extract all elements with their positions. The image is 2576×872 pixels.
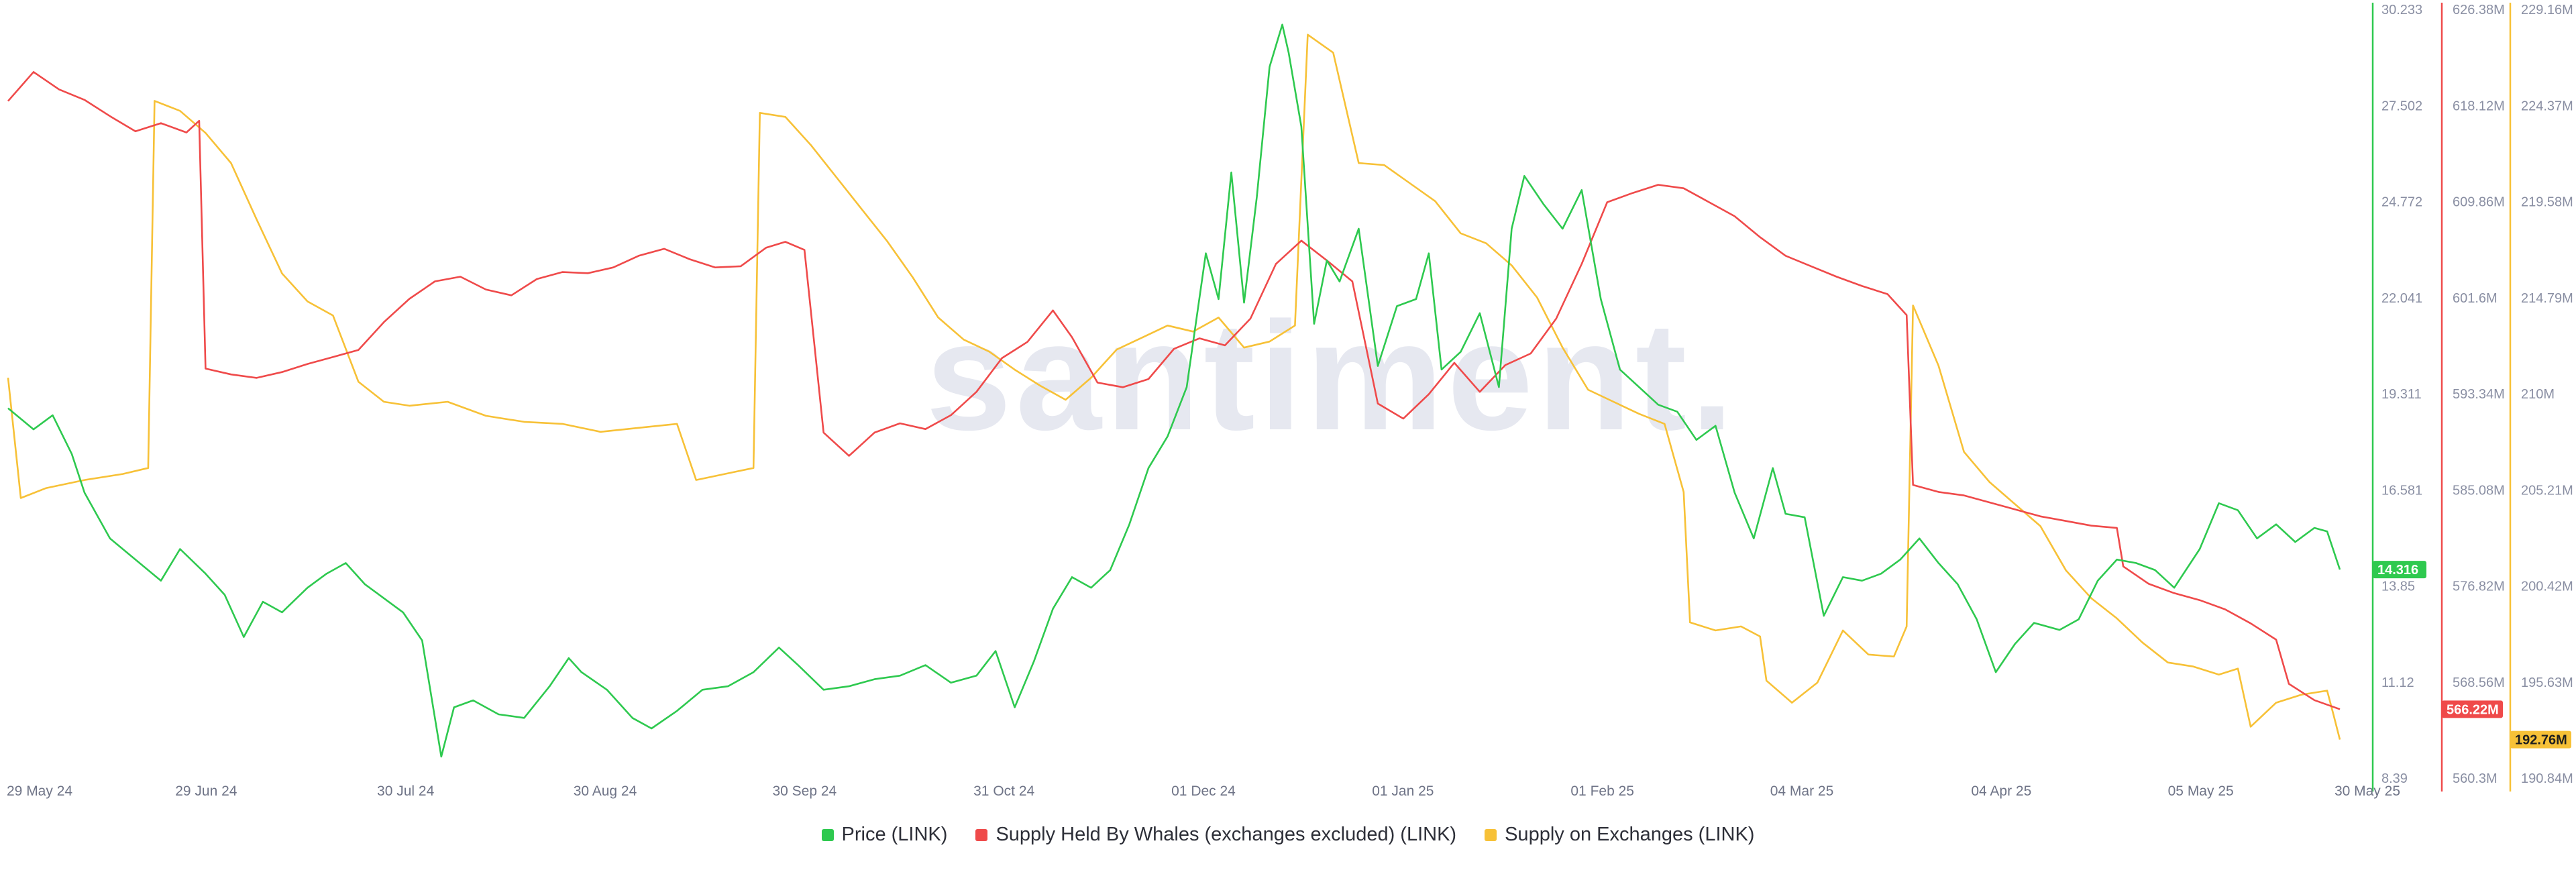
legend-swatch-exchanges: [1485, 828, 1497, 841]
ytick-price: 8.39: [2381, 771, 2408, 786]
badge-price: [2373, 561, 2426, 579]
ytick-exchanges: 210M: [2521, 387, 2555, 402]
ytick-whales: 601.6M: [2453, 291, 2498, 306]
ytick-exchanges: 219.58M: [2521, 195, 2573, 210]
legend: Price (LINK) Supply Held By Whales (exch…: [0, 824, 2576, 846]
ytick-exchanges: 214.79M: [2521, 291, 2573, 306]
ytick-exchanges: 229.16M: [2521, 3, 2573, 17]
xtick-label: 05 May 25: [2168, 783, 2234, 799]
ytick-price: 30.233: [2381, 3, 2422, 17]
ytick-whales: 576.82M: [2453, 580, 2505, 594]
ytick-whales: 568.56M: [2453, 675, 2505, 690]
legend-swatch-price: [821, 828, 834, 841]
xtick-label: 30 Sep 24: [772, 783, 837, 799]
series-line-price: [7, 23, 2341, 758]
legend-label-whales: Supply Held By Whales (exchanges exclude…: [996, 824, 1457, 845]
badge-text-whales: 566.22M: [2447, 702, 2499, 717]
ytick-whales: 618.12M: [2453, 99, 2505, 113]
ytick-price: 22.041: [2381, 291, 2422, 306]
xtick-label: 01 Jan 25: [1372, 783, 1434, 799]
ytick-whales: 609.86M: [2453, 195, 2505, 210]
ytick-price: 11.12: [2381, 675, 2414, 690]
ytick-whales: 626.38M: [2453, 3, 2505, 17]
watermark: santiment.: [926, 290, 1737, 462]
badge-text-price: 14.316: [2377, 563, 2418, 578]
xtick-label: 04 Mar 25: [1770, 783, 1834, 799]
xtick-label: 29 Jun 24: [175, 783, 237, 799]
ytick-price: 24.772: [2381, 195, 2422, 210]
ytick-exchanges: 200.42M: [2521, 580, 2573, 594]
legend-item-exchanges[interactable]: Supply on Exchanges (LINK): [1485, 824, 1754, 846]
ytick-exchanges: 195.63M: [2521, 675, 2573, 690]
ytick-price: 13.85: [2381, 580, 2415, 594]
x-axis: 29 May 24 29 Jun 24 30 Jul 24 30 Aug 24 30 S…: [7, 783, 2400, 799]
axes-layer: 30.233 27.502 24.772 22.041 19.311 16.581 13.8…: [2371, 3, 2573, 792]
xtick-label: 30 Aug 24: [574, 783, 637, 799]
legend-item-price[interactable]: Price (LINK): [821, 824, 948, 846]
ytick-exchanges: 205.21M: [2521, 483, 2573, 498]
ytick-price: 16.581: [2381, 483, 2422, 498]
ytick-exchanges: 190.84M: [2521, 771, 2573, 786]
ytick-whales: 560.3M: [2453, 771, 2498, 786]
legend-swatch-whales: [975, 828, 988, 841]
series-line-exchanges: [7, 34, 2341, 740]
xtick-label: 04 Apr 25: [1971, 783, 2031, 799]
current-value-badges: 14.316 566.22M 192.76M: [2373, 561, 2571, 749]
xtick-label: 30 Jul 24: [377, 783, 435, 799]
ytick-exchanges: 224.37M: [2521, 99, 2573, 113]
legend-label-exchanges: Supply on Exchanges (LINK): [1505, 824, 1755, 845]
xtick-label: 31 Oct 24: [973, 783, 1034, 799]
xtick-label: 01 Dec 24: [1171, 783, 1236, 799]
xtick-label: 01 Feb 25: [1570, 783, 1634, 799]
series-layer: [7, 23, 2341, 758]
xtick-label: 30 May 25: [2334, 783, 2400, 799]
legend-label-price: Price (LINK): [841, 824, 948, 845]
ytick-price: 19.311: [2381, 387, 2422, 402]
badge-text-exchanges: 192.76M: [2515, 733, 2567, 748]
badge-exchanges: [2510, 730, 2571, 749]
ytick-whales: 593.34M: [2453, 387, 2505, 402]
series-line-whales: [7, 71, 2341, 710]
badge-whales: [2442, 700, 2503, 718]
ytick-whales: 585.08M: [2453, 483, 2505, 498]
legend-item-whales[interactable]: Supply Held By Whales (exchanges exclude…: [975, 824, 1456, 846]
ytick-price: 27.502: [2381, 99, 2422, 113]
xtick-label: 29 May 24: [7, 783, 72, 799]
